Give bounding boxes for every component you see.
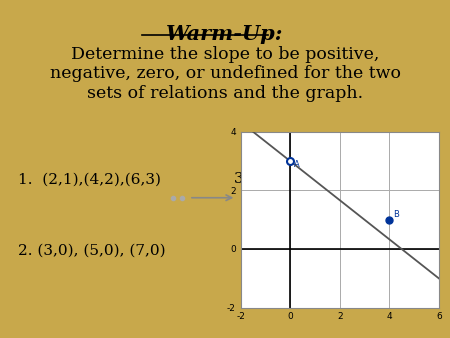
Text: 3.: 3. bbox=[234, 172, 248, 186]
Text: Determine the slope to be positive,
negative, zero, or undefined for the two
set: Determine the slope to be positive, nega… bbox=[50, 46, 400, 102]
Text: B: B bbox=[393, 210, 399, 219]
Text: Warm-Up:: Warm-Up: bbox=[166, 24, 284, 44]
Text: A: A bbox=[294, 160, 300, 169]
Text: 2. (3,0), (5,0), (7,0): 2. (3,0), (5,0), (7,0) bbox=[18, 243, 166, 257]
Text: 1.  (2,1),(4,2),(6,3): 1. (2,1),(4,2),(6,3) bbox=[18, 172, 161, 186]
